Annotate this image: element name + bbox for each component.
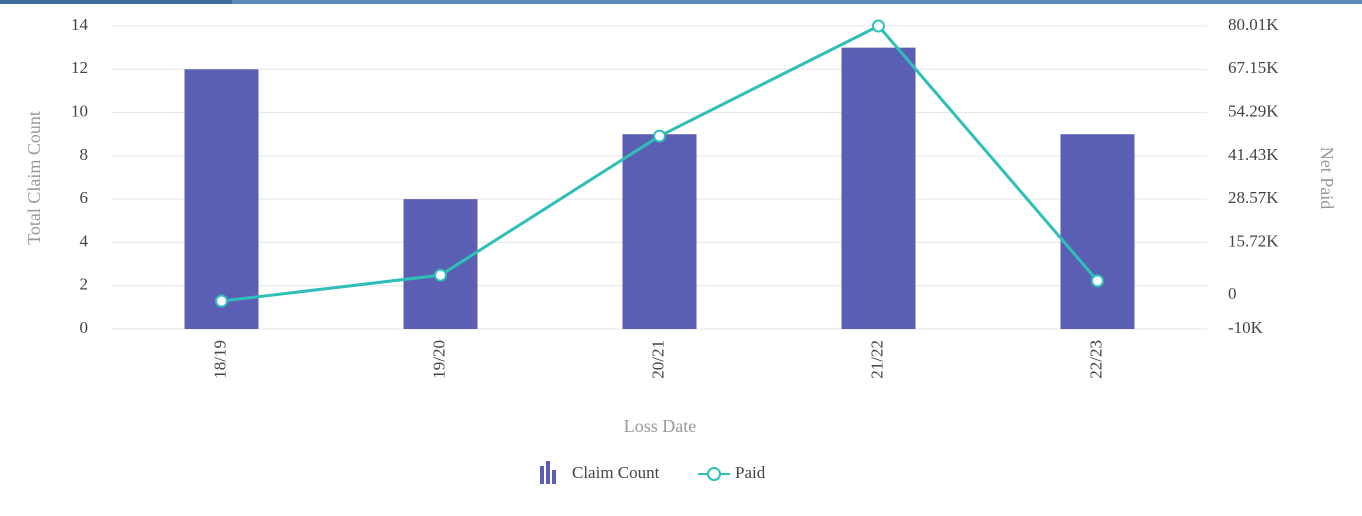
y2-tick-label: 67.15K: [1228, 58, 1279, 77]
bar: [622, 134, 697, 329]
x-tick-label: 18/19: [210, 340, 229, 379]
y2-axis-title: Net Paid: [1317, 147, 1337, 210]
y-tick-label: 0: [80, 318, 89, 337]
y2-tick-label: 15.72K: [1228, 231, 1279, 250]
y2-tick-label: 80.01K: [1228, 15, 1279, 34]
y-tick-label: 12: [71, 58, 88, 77]
x-tick-label: 19/20: [429, 340, 448, 379]
bar: [1060, 134, 1135, 329]
legend-icon: [546, 461, 550, 484]
x-tick-label: 20/21: [648, 340, 667, 379]
line-point: [872, 19, 885, 33]
y2-tick-label: 41.43K: [1228, 145, 1279, 164]
legend-icon: [540, 466, 544, 484]
bar: [184, 69, 259, 330]
y-axis-title: Total Claim Count: [24, 111, 44, 245]
legend-icon: [552, 470, 556, 484]
y-tick-label: 6: [80, 188, 89, 207]
top-bar: [0, 0, 1362, 4]
line-point: [215, 294, 228, 308]
line-point: [434, 268, 447, 282]
x-tick-label: 21/22: [867, 340, 886, 379]
legend: Claim Count Paid: [540, 461, 766, 484]
y2-tick-label: -10K: [1228, 318, 1264, 337]
legend-label: Claim Count: [572, 463, 660, 482]
y2-tick-label: 0: [1228, 284, 1237, 303]
y-tick-label: 8: [80, 145, 89, 164]
y-tick-label: 2: [80, 275, 89, 294]
y-tick-label: 4: [80, 231, 89, 250]
bar: [841, 47, 916, 330]
line-point: [1091, 274, 1104, 288]
x-axis-title: Loss Date: [624, 416, 696, 436]
y2-tick-label: 28.57K: [1228, 188, 1279, 207]
legend-icon: [707, 467, 721, 481]
x-tick-label: 22/23: [1086, 340, 1105, 379]
y2-tick-label: 54.29K: [1228, 101, 1279, 120]
y-tick-label: 10: [71, 101, 88, 120]
y-tick-label: 14: [71, 15, 89, 34]
legend-label: Paid: [735, 463, 766, 482]
top-bar-accent: [0, 0, 232, 4]
line-point: [653, 129, 666, 143]
bar: [403, 199, 478, 329]
